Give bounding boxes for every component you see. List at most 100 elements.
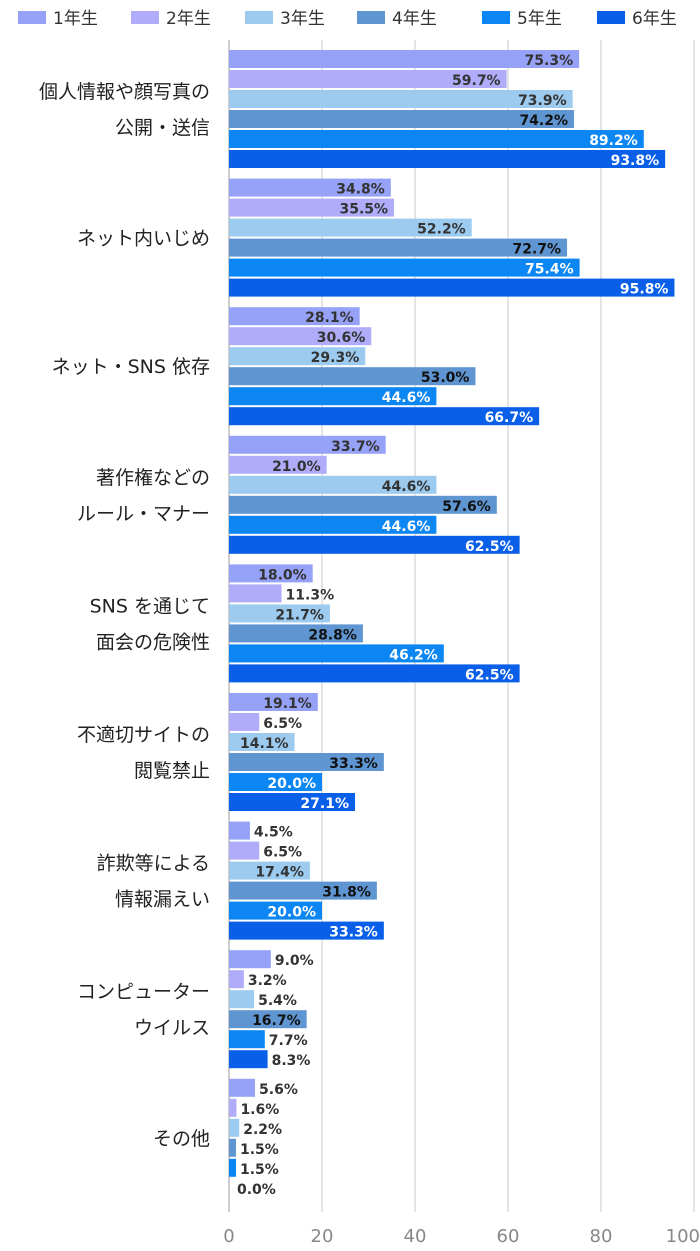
data-label: 59.7% xyxy=(452,73,501,89)
data-label: 62.5% xyxy=(465,539,514,555)
category-label: 閲覧禁止 xyxy=(134,760,210,782)
category-label: ウイルス xyxy=(134,1017,210,1039)
category-label: コンピューター xyxy=(77,981,210,1003)
bar xyxy=(229,693,318,711)
bar xyxy=(229,773,322,791)
bar xyxy=(229,624,363,643)
data-label: 17.4% xyxy=(255,865,304,881)
bar xyxy=(229,664,520,683)
bars: 75.3% 59.7% 73.9% 74.2% 89.2% 93.8% 34.8% 35.5%… xyxy=(229,50,675,1198)
data-label: 31.8% xyxy=(322,885,371,901)
bar xyxy=(229,278,675,297)
data-label: 44.6% xyxy=(382,390,431,406)
bar xyxy=(229,1030,265,1049)
category-label: ルール・マナー xyxy=(77,503,210,525)
bar xyxy=(229,881,377,900)
data-label: 74.2% xyxy=(519,113,568,129)
bar xyxy=(229,150,666,168)
bar xyxy=(229,733,295,751)
bar xyxy=(229,753,384,771)
x-tick-label: 20 xyxy=(311,1226,334,1247)
bar xyxy=(229,644,444,663)
bar xyxy=(229,821,250,840)
bar xyxy=(229,307,360,326)
data-label: 20.0% xyxy=(267,905,316,921)
data-label: 6.5% xyxy=(263,845,302,861)
legend-entry: 4年生 xyxy=(392,9,437,29)
legend-swatch xyxy=(597,11,625,24)
bar xyxy=(229,990,255,1009)
x-tick-label: 40 xyxy=(404,1226,427,1247)
data-label: 75.4% xyxy=(525,262,574,278)
bar xyxy=(229,435,386,454)
category-label: 面会の危険性 xyxy=(96,631,210,653)
data-label: 28.8% xyxy=(308,627,357,643)
data-label: 33.7% xyxy=(331,439,380,455)
x-axis: 0 20 40 60 80 100 xyxy=(223,1226,700,1247)
data-label: 72.7% xyxy=(512,242,561,258)
legend-swatch xyxy=(357,11,385,24)
data-label: 33.3% xyxy=(329,925,378,941)
bar xyxy=(229,455,327,474)
data-label: 89.2% xyxy=(589,133,638,149)
bar xyxy=(229,387,437,406)
bar xyxy=(229,921,384,940)
data-label: 3.2% xyxy=(248,973,287,989)
data-label: 19.1% xyxy=(263,696,312,712)
x-tick-label: 100 xyxy=(666,1226,700,1247)
bar xyxy=(229,1158,236,1177)
legend-swatch xyxy=(131,11,159,24)
bar xyxy=(229,1010,307,1029)
category-label: 公開・送信 xyxy=(115,117,210,139)
data-label: 62.5% xyxy=(465,667,514,683)
bar xyxy=(229,604,330,623)
bar xyxy=(229,950,271,969)
bar xyxy=(229,841,260,860)
bar xyxy=(229,1098,237,1117)
bar xyxy=(229,1118,240,1137)
data-label: 53.0% xyxy=(421,370,470,386)
bar xyxy=(229,475,437,494)
legend-swatch xyxy=(245,11,273,24)
data-label: 20.0% xyxy=(267,776,316,792)
bar xyxy=(229,1078,256,1097)
data-label: 28.1% xyxy=(305,310,354,326)
data-label: 34.8% xyxy=(336,182,385,198)
data-label: 21.0% xyxy=(272,459,321,475)
bar xyxy=(229,793,356,811)
bar xyxy=(229,584,282,603)
bar xyxy=(229,178,391,197)
data-label: 66.7% xyxy=(485,410,534,426)
bar xyxy=(229,50,580,68)
category-label: 著作権などの xyxy=(96,467,210,489)
data-label: 52.2% xyxy=(417,222,466,238)
bar xyxy=(229,130,644,148)
bar xyxy=(229,970,244,989)
bar xyxy=(229,713,260,731)
x-tick-label: 60 xyxy=(497,1226,520,1247)
bar xyxy=(229,258,580,277)
data-label: 11.3% xyxy=(286,587,335,603)
data-label: 75.3% xyxy=(525,53,574,69)
legend-swatch xyxy=(18,11,46,24)
category-label: 不適切サイトの xyxy=(77,724,210,746)
data-label: 18.0% xyxy=(258,567,307,583)
legend-entry: 2年生 xyxy=(166,9,211,29)
category-label: その他 xyxy=(153,1128,210,1150)
bar xyxy=(229,347,366,366)
bar xyxy=(229,90,573,108)
category-label: 個人情報や顔写真の xyxy=(39,81,210,103)
category-label: 詐欺等による xyxy=(97,853,210,875)
data-label: 29.3% xyxy=(311,350,360,366)
legend-entry: 6年生 xyxy=(632,9,677,29)
data-label: 93.8% xyxy=(611,153,660,169)
data-label: 6.5% xyxy=(263,716,302,732)
category-label: ネット内いじめ xyxy=(77,228,210,250)
bar xyxy=(229,1050,268,1069)
data-label: 9.0% xyxy=(275,953,314,969)
x-tick-label: 80 xyxy=(590,1226,613,1247)
legend-entry: 3年生 xyxy=(280,9,325,29)
data-label: 0.0% xyxy=(237,1182,276,1198)
data-label: 35.5% xyxy=(339,202,388,218)
legend-swatch xyxy=(482,11,510,24)
